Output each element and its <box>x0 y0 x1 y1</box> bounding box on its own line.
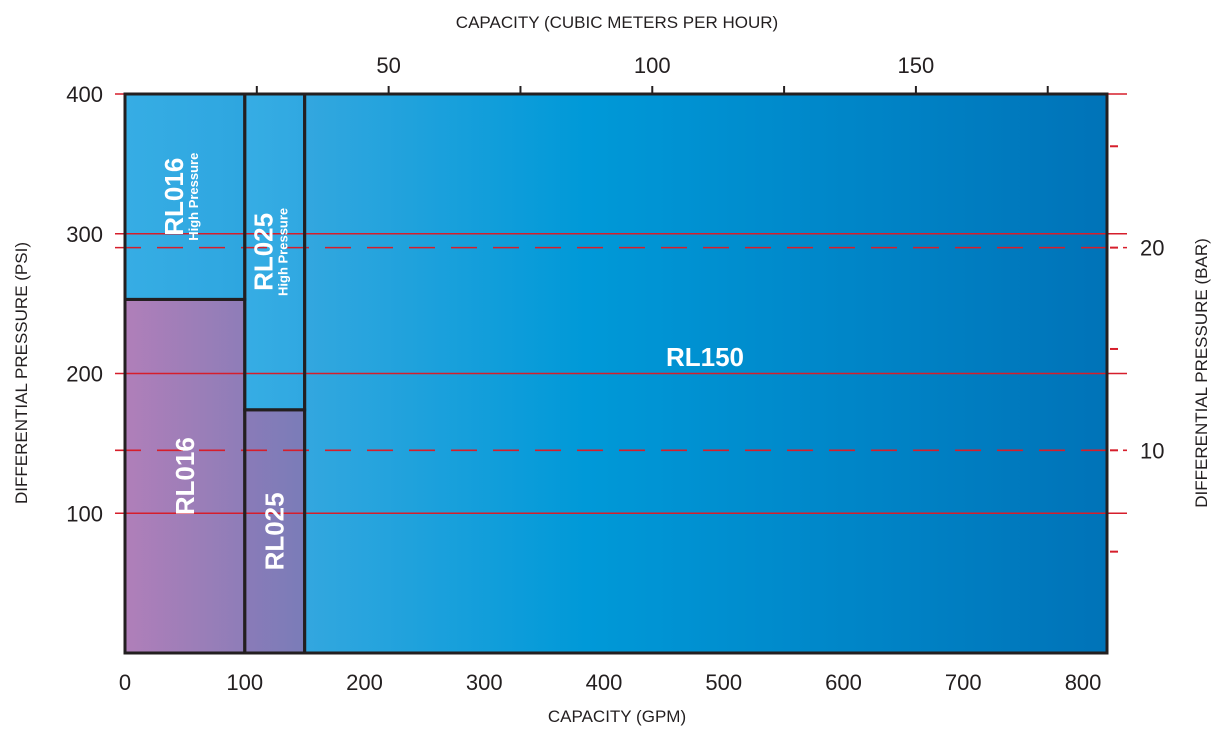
region-label-rl016: RL016 <box>170 437 200 515</box>
region-label-rl025-high-pressure: RL025 <box>249 213 279 291</box>
y-tick-label-100: 100 <box>66 501 103 526</box>
top-tick-label-100: 100 <box>634 53 671 78</box>
region-label-rl150: RL150 <box>666 342 744 372</box>
right-tick-label-20: 20 <box>1140 236 1164 261</box>
region-label-group-rl016: RL016 <box>170 437 200 515</box>
region-label-rl025: RL025 <box>260 492 290 570</box>
x-tick-label-100: 100 <box>226 670 263 695</box>
x-tick-label-200: 200 <box>346 670 383 695</box>
x-tick-label-400: 400 <box>586 670 623 695</box>
right-tick-label-10: 10 <box>1140 438 1164 463</box>
region-rl025-high-pressure <box>244 94 305 410</box>
region-label-rl016-high-pressure: RL016 <box>159 158 189 236</box>
top-tick-label-150: 150 <box>898 53 935 78</box>
region-sublabel-rl016-high-pressure: High Pressure <box>186 153 201 241</box>
x-tick-label-0: 0 <box>119 670 131 695</box>
left-axis-title: DIFFERENTIAL PRESSURE (PSI) <box>12 242 31 504</box>
x-tick-label-500: 500 <box>705 670 742 695</box>
region-rl016-high-pressure <box>125 94 245 300</box>
top-tick-label-50: 50 <box>376 53 400 78</box>
right-axis-title: DIFFERENTIAL PRESSURE (BAR) <box>1192 238 1211 508</box>
x-tick-label-700: 700 <box>945 670 982 695</box>
bottom-axis-title: CAPACITY (GPM) <box>548 707 686 726</box>
border-rl025-high-pressure <box>243 92 307 412</box>
region-sublabel-rl025-high-pressure: High Pressure <box>276 208 291 296</box>
region-rl016 <box>125 299 245 653</box>
axes-layer: 0 100 200 300 400 500 600 700 800 100 200 300 400 50 1… <box>66 53 1164 695</box>
x-tick-label-800: 800 <box>1065 670 1102 695</box>
y-tick-label-400: 400 <box>66 82 103 107</box>
top-axis-title: CAPACITY (CUBIC METERS PER HOUR) <box>456 13 778 32</box>
region-borders-layer <box>123 92 1109 655</box>
y-tick-label-300: 300 <box>66 222 103 247</box>
region-label-group-rl025: RL025 <box>260 492 290 570</box>
x-tick-label-600: 600 <box>825 670 862 695</box>
y-tick-label-200: 200 <box>66 362 103 387</box>
x-tick-label-300: 300 <box>466 670 503 695</box>
